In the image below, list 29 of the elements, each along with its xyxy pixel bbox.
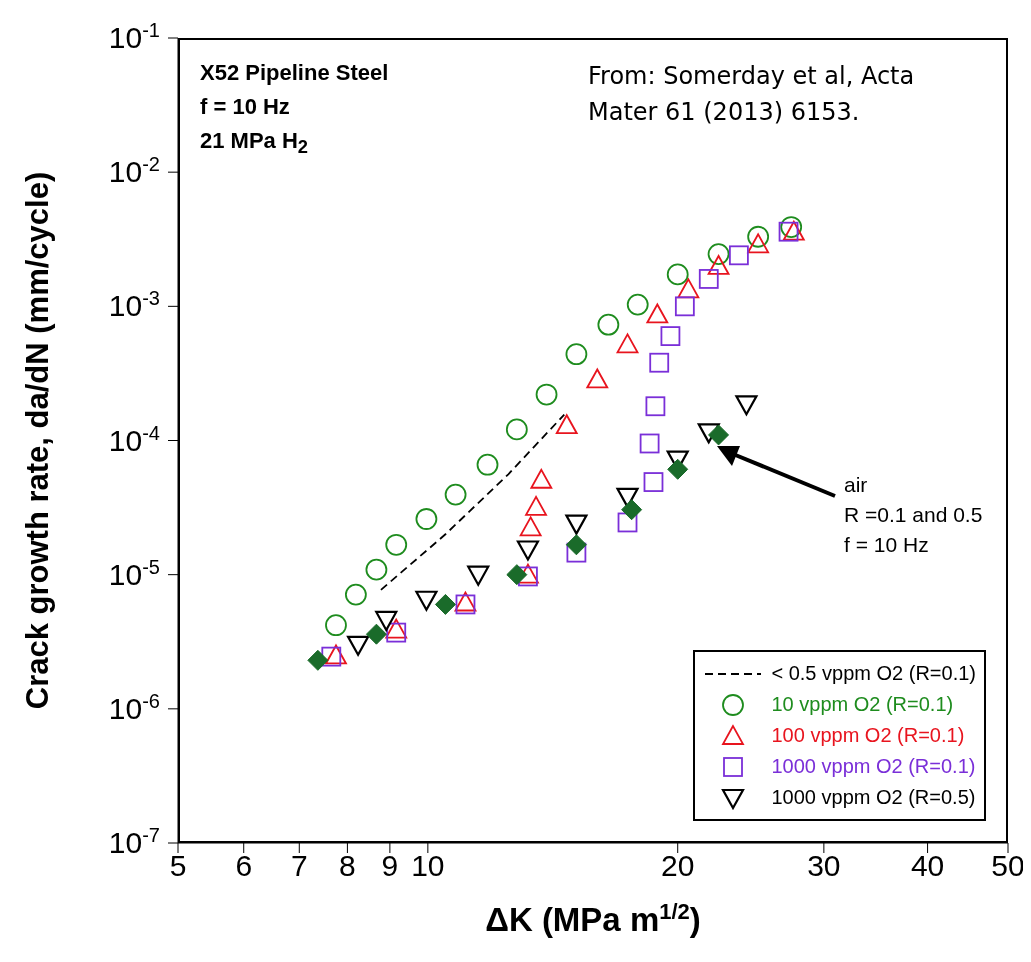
annotation: f = 10 Hz: [200, 94, 290, 119]
x-tick-label: 6: [235, 849, 253, 883]
x-tick-label: 50: [991, 849, 1025, 883]
annotation: air R =0.1 and 0.5 f = 10 Hz: [844, 472, 983, 558]
annotation: X52 Pipeline Steel: [200, 60, 389, 85]
legend-label: 1000 vppm O2 (R=0.5): [771, 786, 976, 809]
y-tick-label: 10$^{-4}$: [108, 421, 160, 457]
x-tick-label: 9: [381, 849, 399, 883]
annotation: 21 MPa H$_{2}$: [200, 128, 309, 158]
y-tick-label: 10$^{-2}$: [108, 153, 160, 189]
y-tick-label: 10$^{-7}$: [108, 824, 160, 859]
y-axis-title: Crack growth rate, da/dN (mm/cycle): [20, 171, 55, 710]
y-tick-label: 10$^{-3}$: [108, 287, 160, 323]
x-tick-label: 5: [169, 849, 187, 883]
legend-label: 10 vppm O2 (R=0.1): [771, 693, 954, 716]
x-tick-label: 8: [339, 849, 356, 883]
x-tick-label: 10: [411, 849, 445, 883]
legend-label: < 0.5 vppm O2 (R=0.1): [771, 662, 976, 685]
x-tick-label: 40: [910, 849, 945, 883]
legend-label: 1000 vppm O2 (R=0.1): [771, 755, 976, 778]
x-tick-label: 20: [661, 849, 695, 883]
x-axis-title: ΔK (MPa m$^{1/2}$): [485, 898, 701, 938]
x-tick-label: 30: [807, 849, 841, 883]
annotation: From: Somerday et al, Acta Mater 61 (2013) 6153.: [588, 62, 915, 126]
y-tick-label: 10$^{-6}$: [108, 689, 160, 725]
y-tick-label: 10$^{-1}$: [108, 19, 160, 54]
x-tick-label: 7: [290, 849, 308, 883]
legend-label: 100 vppm O2 (R=0.1): [771, 724, 965, 747]
y-tick-label: 10$^{-5}$: [108, 555, 160, 591]
